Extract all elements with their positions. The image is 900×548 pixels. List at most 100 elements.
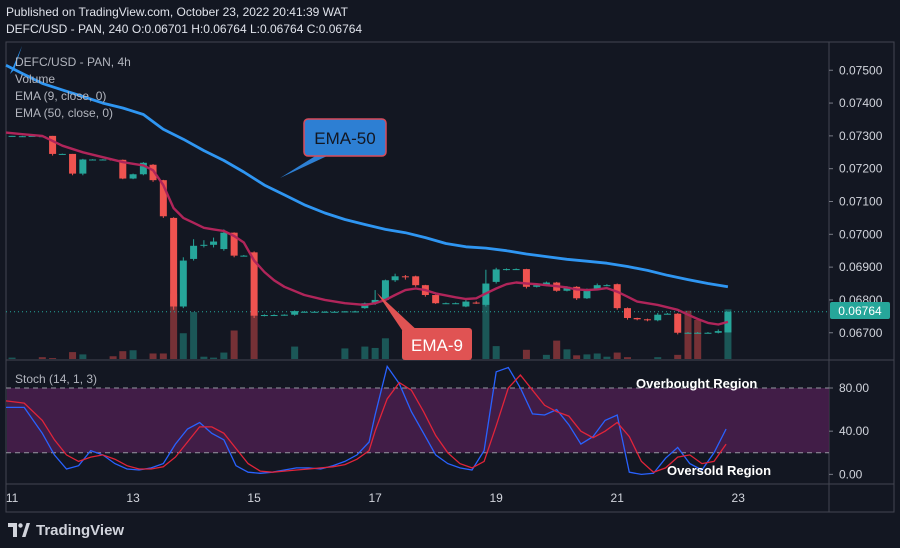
candle-body (401, 276, 409, 278)
candle (331, 311, 339, 313)
price-axis-tick: 0.06900 (839, 260, 883, 274)
ema-layer (5, 64, 729, 326)
candle-body (321, 311, 329, 313)
candle (341, 311, 349, 313)
candle-body (270, 315, 278, 317)
volume-bar (371, 347, 379, 359)
ema9-callout: EMA-9 (377, 293, 472, 360)
last-price-badge: 0.06764 (830, 302, 890, 319)
candle-body (28, 135, 36, 137)
candle (654, 313, 662, 322)
candle (674, 313, 682, 335)
candle-body (522, 269, 530, 287)
time-axis-tick: 21 (611, 491, 625, 505)
candle-body (381, 280, 389, 300)
legend-ema50: EMA (50, close, 0) (15, 106, 114, 120)
candle-body (492, 269, 500, 282)
candle (8, 135, 16, 137)
symbol-marker (10, 46, 22, 74)
candle-body (643, 319, 651, 321)
candle (220, 229, 228, 251)
candle (452, 302, 460, 305)
ema9-callout-text: EMA-9 (411, 336, 463, 355)
price-axis-tick: 0.07100 (839, 195, 883, 209)
volume-bar (482, 301, 490, 359)
close-value: 0.06764 (318, 22, 363, 36)
volume-bar (109, 356, 117, 359)
candle (603, 284, 611, 287)
volume-bar (593, 353, 601, 359)
candle (300, 311, 308, 313)
candle (522, 268, 530, 289)
candle-body (210, 241, 218, 245)
oversold-label: Oversold Region (667, 463, 771, 478)
ema9-line (5, 131, 729, 326)
candle-body (704, 332, 712, 334)
candle-body (593, 285, 601, 290)
candle (714, 329, 722, 334)
candle (643, 318, 651, 322)
volume-bar (613, 352, 621, 359)
candle (321, 311, 329, 313)
candle (391, 273, 399, 282)
legend-volume: Volume (15, 72, 56, 86)
candle-body (58, 153, 66, 155)
candle-body (694, 332, 702, 334)
low-label: L: (249, 22, 260, 36)
candle (311, 311, 319, 313)
stoch-axis-tick: 0.00 (839, 467, 863, 481)
volume-bar (492, 346, 500, 359)
volume-bar (674, 354, 682, 359)
tradingview-brand[interactable]: TradingView (8, 519, 124, 541)
symbol-label: DEFC/USD - PAN, 240 (6, 22, 129, 36)
stoch-band-layer (6, 387, 829, 454)
candle-body (452, 303, 460, 305)
time-axis-tick: 13 (126, 491, 140, 505)
volume-bar (8, 357, 16, 359)
candle-body (684, 332, 692, 334)
volume-bar (179, 333, 187, 359)
candle (240, 254, 248, 257)
candle-body (331, 311, 339, 313)
ohlc-line: DEFC/USD - PAN, 240 O:0.06701 H:0.06764 … (6, 22, 362, 36)
volume-bar (654, 357, 662, 359)
candle-body (432, 295, 440, 304)
candle (432, 294, 440, 304)
candle-body (179, 260, 187, 307)
ema9-callout-pointer (377, 293, 420, 333)
volume-bar (159, 353, 167, 359)
candle (190, 239, 198, 261)
volume-bar (190, 312, 198, 359)
chart-header: Published on TradingView.com, October 23… (0, 0, 900, 40)
volume-bar (69, 352, 77, 359)
volume-bar (220, 352, 228, 359)
candle (512, 268, 520, 271)
candle (69, 153, 77, 176)
candle (49, 135, 57, 156)
candle (18, 135, 26, 138)
candle-body (563, 286, 571, 291)
volume-bar (361, 346, 369, 359)
candle-body (300, 311, 308, 313)
volume-bar (522, 349, 530, 359)
volume-bar (170, 293, 178, 359)
candle (79, 158, 87, 176)
candle-body (170, 217, 178, 307)
stoch-k-line (6, 364, 727, 476)
candle-body (351, 311, 359, 313)
open-label: O: (131, 22, 145, 36)
candle (613, 283, 621, 310)
last-price-badge-text: 0.06764 (838, 304, 882, 318)
candle-body (149, 164, 157, 181)
low-value: 0.06764 (259, 22, 304, 36)
candle-body (79, 159, 87, 174)
price-axis-tick: 0.07400 (839, 96, 883, 110)
candle (412, 275, 420, 287)
close-label: C: (306, 22, 319, 36)
high-value: 0.06764 (203, 22, 247, 36)
volume-bar (210, 357, 218, 359)
candle-body (18, 136, 26, 138)
candle (89, 159, 97, 161)
ema50-callout-text: EMA-50 (314, 129, 375, 148)
